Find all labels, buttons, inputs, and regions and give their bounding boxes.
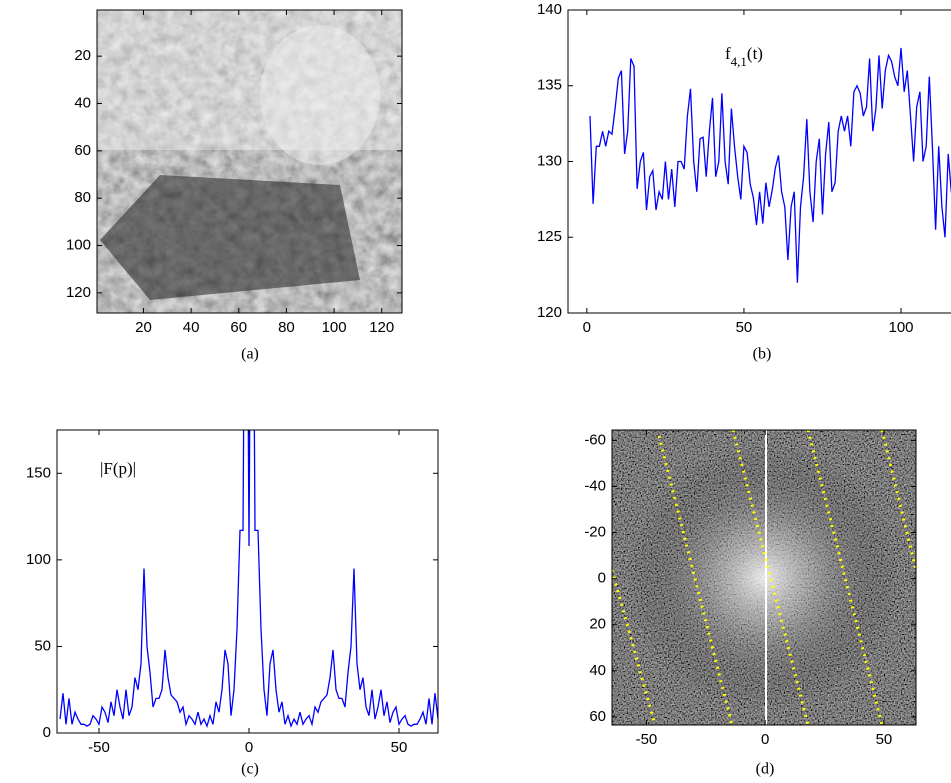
annotation: |F(p)| xyxy=(100,459,136,478)
y-tick-label: 60 xyxy=(589,708,606,725)
x-tick-label: -50 xyxy=(88,739,110,756)
x-tick-label: 0 xyxy=(761,731,769,748)
x-tick-label: 100 xyxy=(322,319,347,336)
y-tick-label: 20 xyxy=(589,616,606,633)
annotation: f4,1(t) xyxy=(725,44,763,69)
x-tick-label: 120 xyxy=(369,319,394,336)
y-tick-label: 20 xyxy=(74,47,91,64)
y-tick-label: -60 xyxy=(584,431,606,448)
y-tick-label: 50 xyxy=(34,637,51,654)
spectrum xyxy=(612,430,916,725)
caption: (a) xyxy=(241,346,259,363)
x-tick-label: -50 xyxy=(636,731,658,748)
annotation-part: |F(p)| xyxy=(100,459,136,478)
x-tick-label: 50 xyxy=(736,319,753,336)
x-tick-label: 20 xyxy=(135,319,152,336)
y-tick-label: 0 xyxy=(598,570,606,587)
x-tick-label: 0 xyxy=(583,319,591,336)
axes-box xyxy=(96,9,403,314)
y-tick-label: 135 xyxy=(537,77,562,94)
axes-box xyxy=(56,429,439,734)
x-tick-label: 0 xyxy=(245,739,253,756)
y-tick-label: 150 xyxy=(26,464,51,481)
caption: (c) xyxy=(241,761,259,778)
y-tick-label: -20 xyxy=(584,524,606,541)
caption: (d) xyxy=(756,761,775,778)
annotation-part: (t) xyxy=(747,44,763,63)
y-tick-label: 100 xyxy=(26,551,51,568)
y-tick-label: 40 xyxy=(589,662,606,679)
data-line xyxy=(589,47,951,283)
x-tick-label: 50 xyxy=(391,739,408,756)
axes-box xyxy=(611,429,917,726)
y-tick-label: 80 xyxy=(74,189,91,206)
y-tick-label: 120 xyxy=(66,284,91,301)
x-tick-label: 100 xyxy=(889,319,914,336)
annotation-part: f xyxy=(725,44,731,63)
y-tick-label: 60 xyxy=(74,142,91,159)
y-tick-label: -40 xyxy=(584,477,606,494)
y-tick-label: 120 xyxy=(537,304,562,321)
y-tick-label: 140 xyxy=(537,1,562,18)
annotation-part: 4,1 xyxy=(731,54,747,69)
y-tick-label: 130 xyxy=(537,152,562,169)
x-tick-label: 40 xyxy=(183,319,200,336)
data-line xyxy=(59,430,438,729)
y-tick-label: 40 xyxy=(74,94,91,111)
x-tick-label: 50 xyxy=(876,731,893,748)
y-tick-label: 0 xyxy=(43,724,51,741)
y-tick-label: 100 xyxy=(66,237,91,254)
y-tick-label: 125 xyxy=(537,228,562,245)
caption: (b) xyxy=(753,346,772,363)
x-tick-label: 60 xyxy=(230,319,247,336)
photo xyxy=(97,10,402,313)
x-tick-label: 80 xyxy=(278,319,295,336)
